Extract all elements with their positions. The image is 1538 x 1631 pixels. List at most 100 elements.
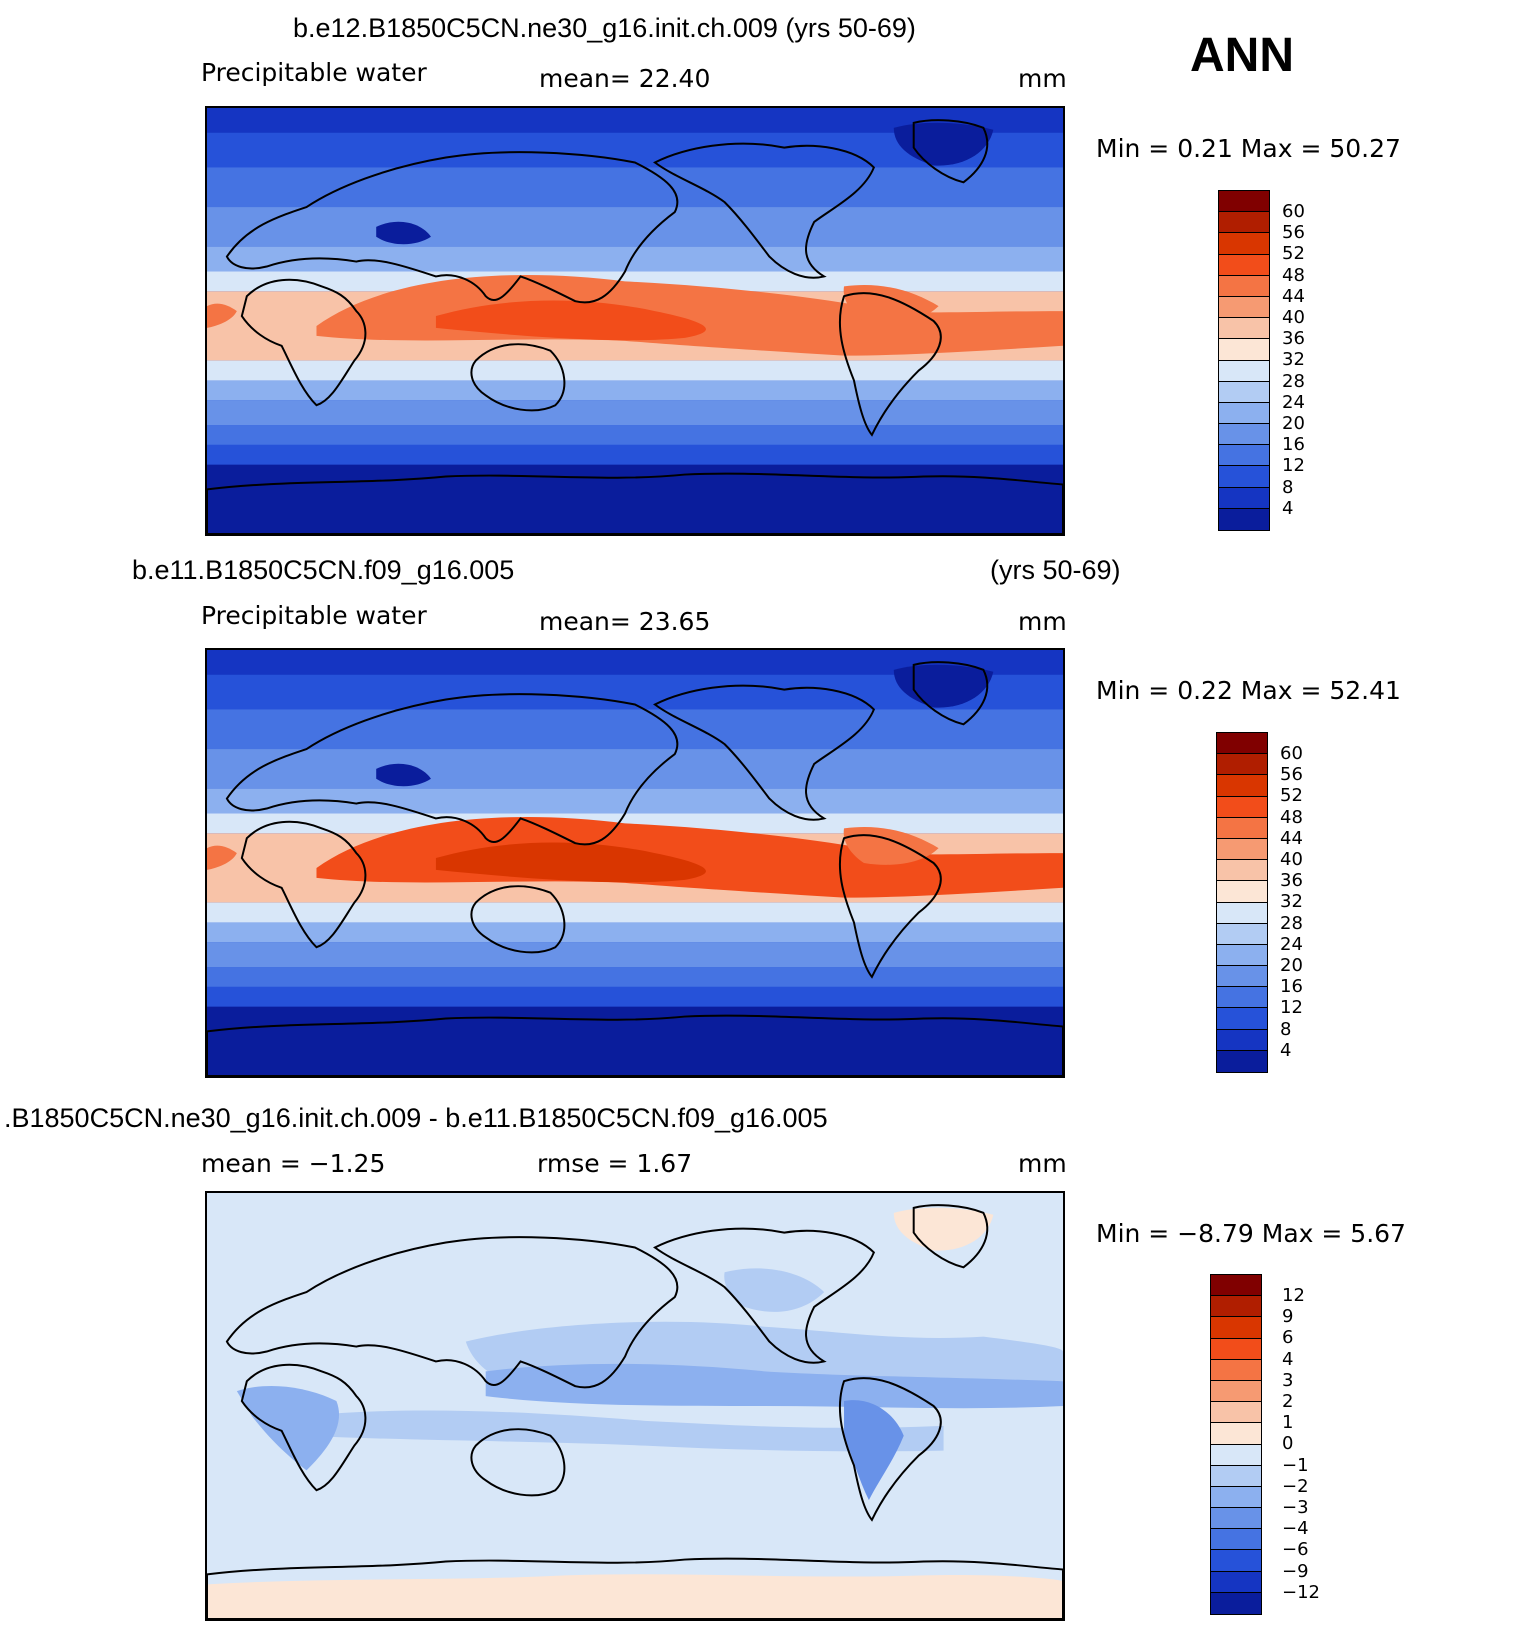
colorbar-swatch <box>1217 1029 1267 1051</box>
colorbar-label: −1 <box>1282 1454 1309 1476</box>
coastline <box>653 142 876 279</box>
panel2-title: b.e11.B1850C5CN.f09_g16.005 <box>132 555 515 585</box>
colorbar-swatch <box>1217 987 1267 1009</box>
panel2-title-years: (yrs 50-69) <box>990 555 1121 585</box>
colorbar-label: 28 <box>1280 912 1303 934</box>
panel3-units: mm <box>1018 1149 1067 1178</box>
colorbar-swatch <box>1217 944 1267 967</box>
panel1-mean-label: mean= 22.40 <box>539 64 711 93</box>
colorbar-label: 40 <box>1282 307 1305 328</box>
field-band <box>207 425 1063 445</box>
panel2-map <box>205 648 1065 1078</box>
panel3-map <box>205 1191 1065 1621</box>
field-band <box>207 709 1063 750</box>
colorbar-swatch <box>1217 754 1267 776</box>
field-band <box>207 167 1063 208</box>
field-band <box>207 360 1063 381</box>
colorbar-label: 0 <box>1282 1433 1294 1455</box>
colorbar-swatch <box>1217 902 1267 924</box>
warm-patch <box>843 285 939 323</box>
panel3-colorbar <box>1210 1274 1262 1615</box>
coastline <box>225 1236 679 1389</box>
colorbar-swatch <box>1217 1008 1267 1030</box>
coastline <box>240 1363 367 1492</box>
colorbar-swatch <box>1211 1571 1261 1593</box>
panel3-title: .B1850C5CN.ne30_g16.init.ch.009 - b.e11.… <box>4 1103 828 1133</box>
colorbar-swatch <box>1217 966 1267 988</box>
panel2-mean-label: mean= 23.65 <box>539 607 711 636</box>
panel2-units: mm <box>1018 607 1067 636</box>
coastline <box>838 1377 942 1522</box>
field-band <box>207 967 1063 987</box>
colorbar-label: −9 <box>1282 1560 1309 1582</box>
colorbar-swatch <box>1217 881 1267 903</box>
colorbar-swatch <box>1217 796 1267 818</box>
diff-land <box>844 1400 904 1501</box>
coastline <box>225 151 679 304</box>
colorbar-label: 32 <box>1280 891 1303 913</box>
colorbar-label: 52 <box>1282 243 1305 265</box>
colorbar-label: 12 <box>1282 455 1305 477</box>
colorbar-label: −2 <box>1282 1475 1309 1497</box>
colorbar-label: 40 <box>1280 849 1303 870</box>
panel1-minmax: Min = 0.21 Max = 50.27 <box>1096 134 1401 163</box>
colorbar-label: 44 <box>1282 285 1305 307</box>
coastline <box>207 1014 1063 1076</box>
diff-land <box>724 1268 825 1312</box>
colorbar-swatch <box>1211 1508 1261 1530</box>
colorbar-label: 12 <box>1280 997 1303 1019</box>
colorbar-swatch <box>1217 1050 1267 1072</box>
panel1-variable-label: Precipitable water <box>201 58 427 87</box>
dry-spot <box>376 763 431 787</box>
colorbar-label: 36 <box>1282 328 1305 350</box>
colorbar-swatch <box>1219 212 1269 234</box>
colorbar-swatch <box>1219 466 1269 488</box>
warm-patch <box>207 303 237 328</box>
colorbar-label: 6 <box>1282 1327 1294 1349</box>
colorbar-label: 60 <box>1280 743 1303 764</box>
colorbar-label: 56 <box>1280 764 1303 786</box>
colorbar-label: 44 <box>1280 827 1303 849</box>
colorbar-label: 9 <box>1282 1306 1294 1328</box>
coastline <box>470 885 566 954</box>
panel3-rmse-label: rmse = 1.67 <box>537 1149 693 1178</box>
field-band <box>207 380 1063 401</box>
field-band <box>207 464 1063 534</box>
warm-pool-core <box>435 300 706 341</box>
colorbar-label: 48 <box>1282 264 1305 286</box>
panel3-minmax: Min = −8.79 Max = 5.67 <box>1096 1219 1406 1248</box>
colorbar-swatch <box>1217 817 1267 839</box>
field-band <box>207 1006 1063 1076</box>
field-band <box>207 922 1063 943</box>
panel1-title: b.e12.B1850C5CN.ne30_g16.init.ch.009 (yr… <box>293 13 916 43</box>
colorbar-label: 48 <box>1280 806 1303 828</box>
field-band <box>207 749 1063 789</box>
colorbar-swatch <box>1219 381 1269 403</box>
coastline <box>653 1227 876 1364</box>
coastline <box>838 834 942 979</box>
colorbar-swatch <box>1211 1380 1261 1403</box>
panel1-units: mm <box>1018 64 1067 93</box>
colorbar-swatch <box>1211 1465 1261 1487</box>
colorbar-swatch <box>1211 1275 1261 1297</box>
colorbar-swatch <box>1219 402 1269 425</box>
diff-land <box>236 1385 340 1471</box>
colorbar-swatch <box>1219 318 1269 340</box>
colorbar-swatch <box>1219 424 1269 446</box>
colorbar-swatch <box>1219 360 1269 382</box>
colorbar-label: 2 <box>1282 1391 1294 1412</box>
colorbar-label: 20 <box>1282 413 1305 434</box>
colorbar-swatch <box>1211 1486 1261 1509</box>
coastline <box>912 119 989 184</box>
colorbar-label: −6 <box>1282 1539 1309 1561</box>
coastline <box>240 820 367 949</box>
colorbar-swatch <box>1217 838 1267 861</box>
panel1-map <box>205 106 1065 536</box>
colorbar-label: 1 <box>1282 1412 1294 1434</box>
colorbar-label: −12 <box>1282 1581 1320 1603</box>
colorbar-label: 8 <box>1280 1018 1292 1040</box>
colorbar-label: 12 <box>1282 1285 1305 1306</box>
colorbar-label: 8 <box>1282 476 1294 498</box>
colorbar-swatch <box>1219 191 1269 213</box>
colorbar-label: 4 <box>1280 1039 1292 1061</box>
